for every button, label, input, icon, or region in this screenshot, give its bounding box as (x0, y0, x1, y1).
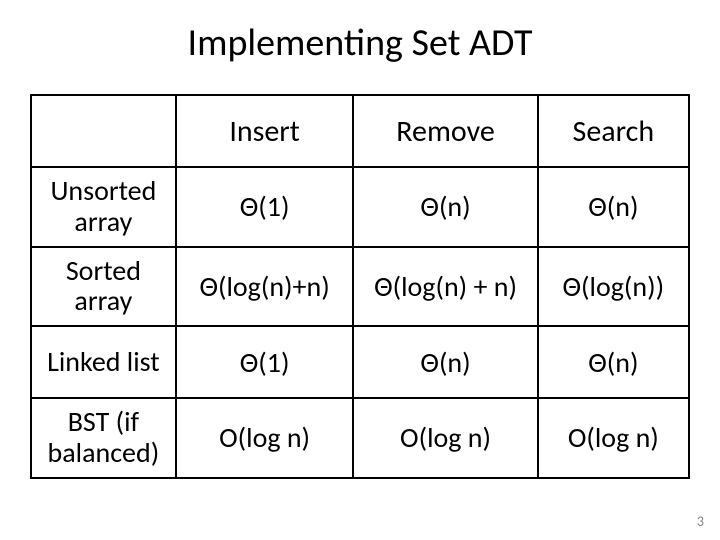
cell: Θ(n) (353, 326, 537, 398)
cell: Θ(n) (538, 167, 689, 247)
table-row: Sorted array Θ(log(n)+n) Θ(log(n) + n) Θ… (31, 247, 689, 327)
table-row: Linked list Θ(1) Θ(n) Θ(n) (31, 326, 689, 398)
cell: Θ(1) (176, 167, 354, 247)
cell: Θ(n) (353, 167, 537, 247)
table-header-row: Insert Remove Search (31, 95, 689, 167)
col-header-insert: Insert (176, 95, 354, 167)
cell: O(log n) (538, 398, 689, 478)
col-header-remove: Remove (353, 95, 537, 167)
cell: Θ(n) (538, 326, 689, 398)
row-header-bst-balanced: BST (if balanced) (31, 398, 176, 478)
table-row: Unsorted array Θ(1) Θ(n) Θ(n) (31, 167, 689, 247)
row-header-unsorted-array: Unsorted array (31, 167, 176, 247)
cell: Θ(log(n) + n) (353, 247, 537, 327)
page-title: Implementing Set ADT (30, 20, 690, 66)
cell: O(log n) (353, 398, 537, 478)
cell: Θ(log(n)+n) (176, 247, 354, 327)
row-header-sorted-array: Sorted array (31, 247, 176, 327)
table-row: BST (if balanced) O(log n) O(log n) O(lo… (31, 398, 689, 478)
col-header-search: Search (538, 95, 689, 167)
cell: Θ(log(n)) (538, 247, 689, 327)
page-number: 3 (697, 513, 704, 530)
table-corner-cell (31, 95, 176, 167)
cell: O(log n) (176, 398, 354, 478)
row-header-linked-list: Linked list (31, 326, 176, 398)
cell: Θ(1) (176, 326, 354, 398)
complexity-table: Insert Remove Search Unsorted array Θ(1)… (30, 94, 690, 479)
